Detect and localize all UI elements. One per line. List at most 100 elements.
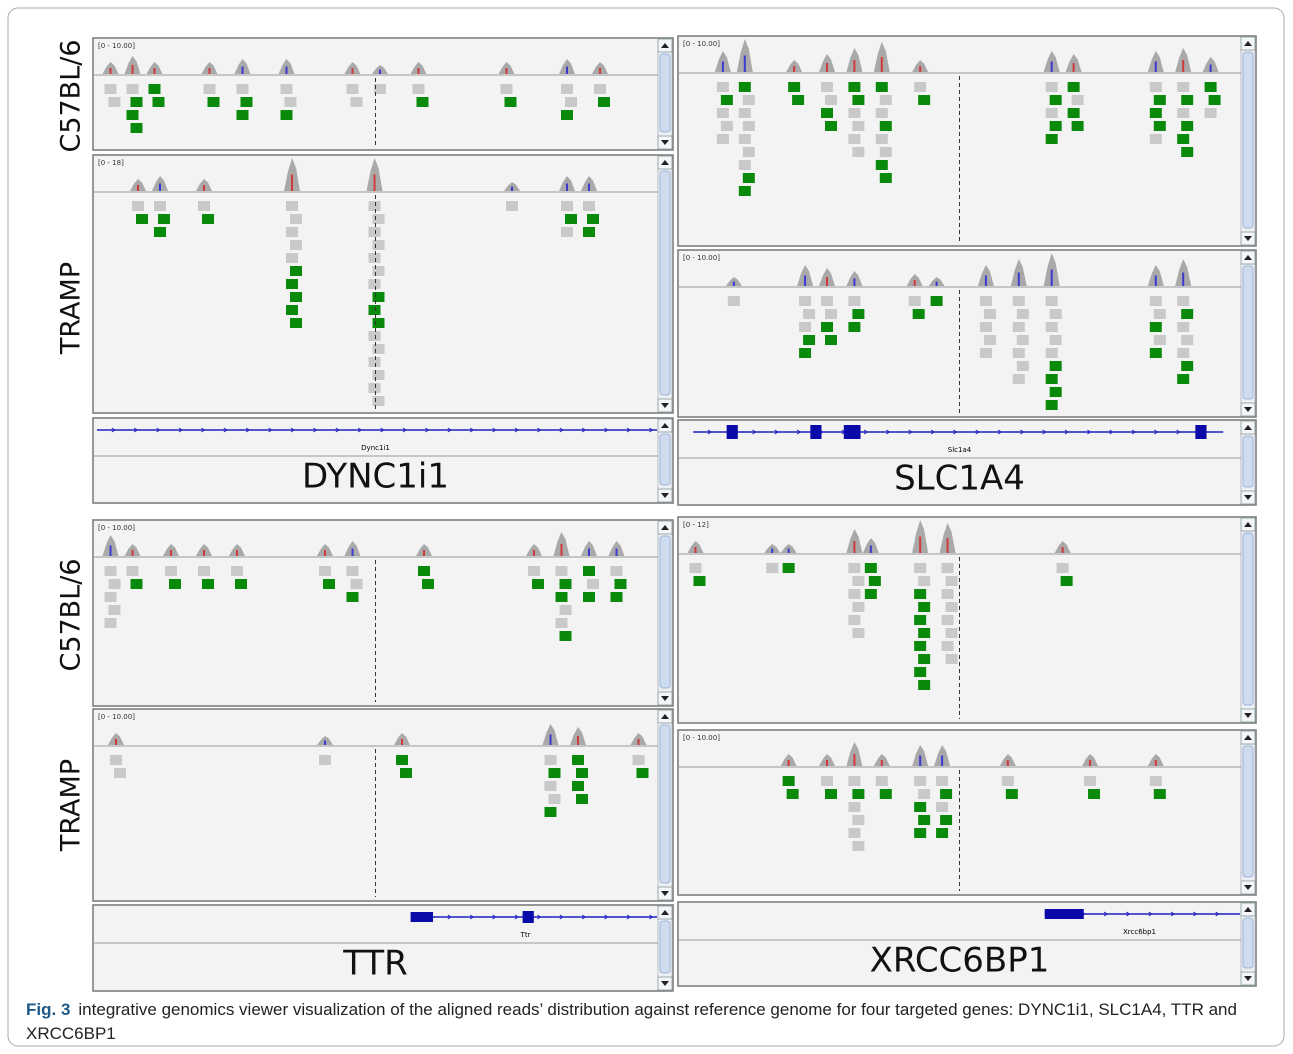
read	[369, 357, 381, 367]
read	[1181, 361, 1193, 371]
read	[1181, 335, 1193, 345]
read	[611, 592, 623, 602]
gene-label: Xrcc6bp1	[1123, 928, 1156, 936]
read	[373, 214, 385, 224]
read	[241, 97, 253, 107]
exon	[727, 425, 738, 439]
read	[1046, 322, 1058, 332]
row-label: C57BL/6	[56, 39, 87, 152]
read	[1046, 296, 1058, 306]
scroll-thumb[interactable]	[1243, 52, 1253, 228]
caption-text: integrative genomics viewer visualizatio…	[26, 1000, 1237, 1043]
read	[1181, 147, 1193, 157]
scroll-thumb[interactable]	[1243, 746, 1253, 877]
variant-tick	[1182, 273, 1184, 287]
read	[848, 322, 860, 332]
scroll-thumb[interactable]	[1243, 436, 1253, 487]
exon	[844, 425, 861, 439]
track	[678, 517, 1256, 723]
read	[290, 318, 302, 328]
variant-tick	[110, 546, 112, 557]
data-range: [0 - 10.00]	[98, 42, 135, 50]
scroll-thumb[interactable]	[1243, 918, 1253, 968]
read	[347, 566, 359, 576]
read	[545, 781, 557, 791]
read	[198, 201, 210, 211]
scroll-thumb[interactable]	[1243, 266, 1253, 399]
read	[880, 95, 892, 105]
read	[1150, 296, 1162, 306]
gene-label: Ttr	[520, 931, 531, 939]
read	[560, 579, 572, 589]
read	[561, 227, 573, 237]
read	[105, 618, 117, 628]
variant-tick	[853, 60, 855, 72]
read	[1209, 95, 1221, 105]
variant-tick	[919, 537, 921, 554]
exon	[810, 425, 821, 439]
row-label: C57BL/6	[56, 558, 87, 671]
variant-tick	[947, 538, 949, 553]
variant-tick	[1210, 65, 1212, 73]
scroll-thumb[interactable]	[660, 434, 670, 485]
variant-tick	[853, 754, 855, 766]
variant-tick	[324, 741, 326, 746]
read	[369, 227, 381, 237]
read	[1013, 322, 1025, 332]
read	[373, 240, 385, 250]
variant-tick	[550, 735, 552, 746]
variant-tick	[159, 184, 161, 192]
variant-tick	[1155, 760, 1157, 766]
read	[936, 776, 948, 786]
variant-tick	[914, 280, 916, 286]
scroll-thumb[interactable]	[660, 171, 670, 395]
read	[1061, 576, 1073, 586]
read	[918, 602, 930, 612]
scroll-thumb[interactable]	[660, 725, 670, 883]
read	[109, 97, 121, 107]
variant-tick	[423, 550, 425, 556]
variant-tick	[132, 65, 134, 74]
read	[369, 253, 381, 263]
read	[717, 108, 729, 118]
variant-tick	[533, 550, 535, 556]
read	[127, 566, 139, 576]
scroll-thumb[interactable]	[660, 536, 670, 688]
read	[865, 563, 877, 573]
variant-tick	[1051, 62, 1053, 73]
scroll-thumb[interactable]	[1243, 533, 1253, 705]
variant-tick	[599, 68, 601, 74]
variant-tick	[985, 276, 987, 287]
read	[281, 84, 293, 94]
scroll-thumb[interactable]	[660, 921, 670, 973]
track	[678, 36, 1256, 246]
read	[611, 566, 623, 576]
read	[880, 173, 892, 183]
read	[852, 576, 864, 586]
read	[615, 579, 627, 589]
read	[506, 201, 518, 211]
variant-tick	[881, 57, 883, 72]
read	[153, 97, 165, 107]
variant-tick	[374, 175, 376, 192]
read	[918, 815, 930, 825]
variant-tick	[209, 68, 211, 74]
read	[501, 84, 513, 94]
read	[880, 121, 892, 131]
variant-tick	[154, 68, 156, 74]
read	[1050, 95, 1062, 105]
read	[1177, 296, 1189, 306]
read	[852, 841, 864, 851]
scroll-thumb[interactable]	[660, 54, 670, 132]
read	[572, 781, 584, 791]
read	[204, 84, 216, 94]
read	[825, 335, 837, 345]
read	[1177, 348, 1189, 358]
read	[848, 615, 860, 625]
read	[154, 227, 166, 237]
read	[202, 214, 214, 224]
read	[231, 566, 243, 576]
read	[792, 95, 804, 105]
read	[633, 755, 645, 765]
read	[154, 201, 166, 211]
